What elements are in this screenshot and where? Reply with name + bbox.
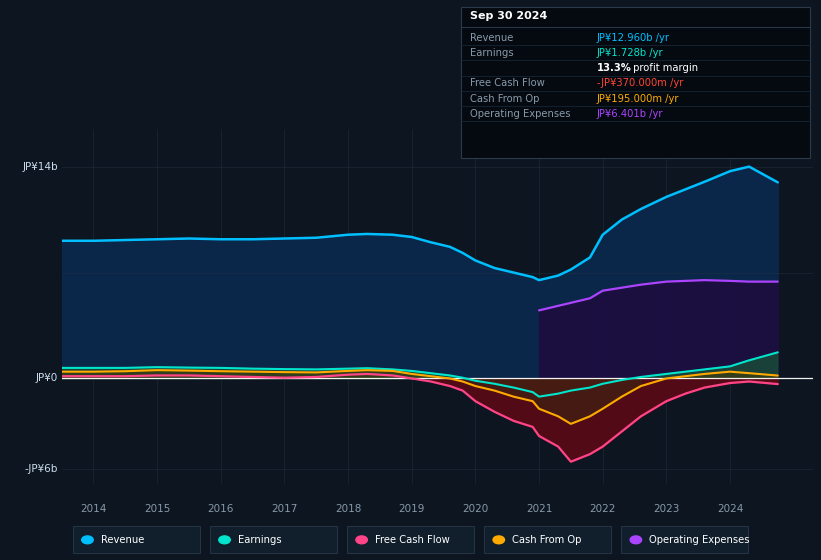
Text: 2024: 2024 — [717, 504, 743, 514]
Text: 2021: 2021 — [526, 504, 553, 514]
Text: Earnings: Earnings — [470, 48, 513, 58]
Text: Free Cash Flow: Free Cash Flow — [470, 78, 544, 88]
Text: JP¥12.960b /yr: JP¥12.960b /yr — [597, 33, 670, 43]
Text: Operating Expenses: Operating Expenses — [649, 535, 750, 545]
Text: 2014: 2014 — [80, 504, 107, 514]
Text: Earnings: Earnings — [238, 535, 282, 545]
Text: 13.3%: 13.3% — [597, 63, 631, 73]
Text: 2020: 2020 — [462, 504, 488, 514]
Text: 2016: 2016 — [208, 504, 234, 514]
Text: JP¥14b: JP¥14b — [22, 162, 57, 171]
Text: -JP¥370.000m /yr: -JP¥370.000m /yr — [597, 78, 683, 88]
Text: 2023: 2023 — [654, 504, 680, 514]
Text: JP¥1.728b /yr: JP¥1.728b /yr — [597, 48, 663, 58]
Text: Free Cash Flow: Free Cash Flow — [374, 535, 450, 545]
Text: Revenue: Revenue — [100, 535, 144, 545]
Text: 2017: 2017 — [271, 504, 297, 514]
Text: Cash From Op: Cash From Op — [470, 94, 539, 104]
Text: Operating Expenses: Operating Expenses — [470, 109, 570, 119]
Text: 2015: 2015 — [144, 504, 170, 514]
Text: 2022: 2022 — [589, 504, 616, 514]
Text: profit margin: profit margin — [630, 63, 698, 73]
Text: Sep 30 2024: Sep 30 2024 — [470, 11, 547, 21]
Text: JP¥195.000m /yr: JP¥195.000m /yr — [597, 94, 679, 104]
Text: Cash From Op: Cash From Op — [512, 535, 581, 545]
Text: Revenue: Revenue — [470, 33, 513, 43]
Text: 2018: 2018 — [335, 504, 361, 514]
Text: JP¥6.401b /yr: JP¥6.401b /yr — [597, 109, 663, 119]
Text: -JP¥6b: -JP¥6b — [25, 464, 57, 474]
Text: JP¥0: JP¥0 — [35, 374, 57, 384]
Text: 2019: 2019 — [398, 504, 425, 514]
